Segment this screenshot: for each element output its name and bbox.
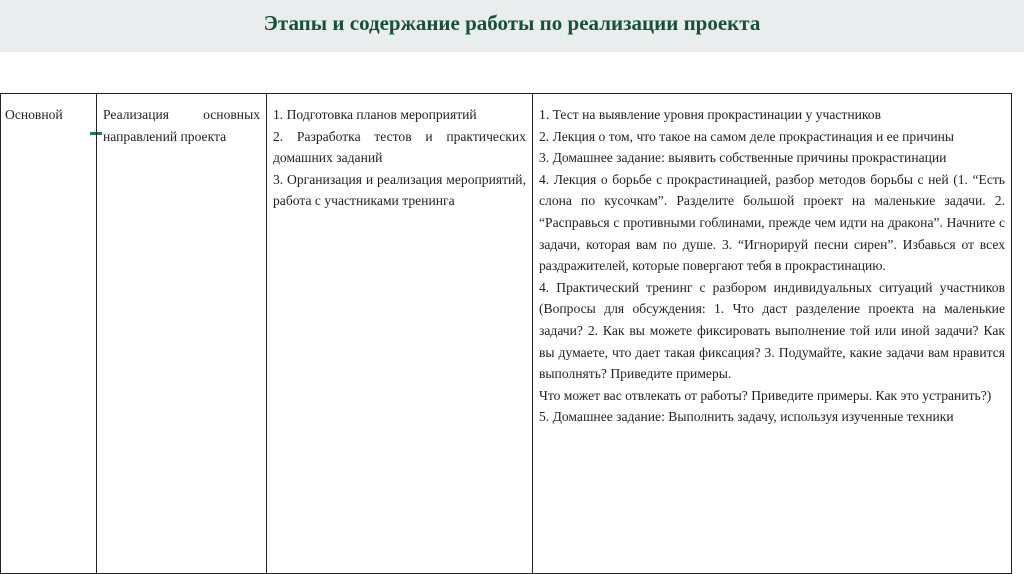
stage-cell: Основной [0,93,97,574]
content-item: 1. Тест на выявление уровня прокрастинац… [539,107,882,122]
project-stages-table: Основной Реализация основных направлений… [0,93,1012,574]
page-title: Этапы и содержание работы по реализации … [263,11,761,35]
content-item: 4. Практический тренинг с разбором индив… [539,279,1005,382]
content-item: 2. Лекция о том, что такое на самом деле… [539,128,955,144]
content-item: 4. Лекция о борьбе с прокрастинацией, ра… [539,171,1005,274]
task-item: 3. Организация и реализация мероприятий,… [273,171,526,209]
goal-text: Реализация основных направлений проекта [103,107,260,144]
content-item: 5. Домашнее задание: Выполнить задачу, и… [539,409,954,425]
tasks-cell: 1. Подготовка планов мероприятий 2. Разр… [266,93,533,574]
content-item: 3. Домашнее задание: выявить собственные… [539,150,947,166]
table-row: Основной Реализация основных направлений… [0,93,1012,574]
content-cell: 1. Тест на выявление уровня прокрастинац… [532,93,1012,574]
task-item: 1. Подготовка планов мероприятий [273,107,477,122]
content-item: Что может вас отвлекать от работы? Приве… [539,387,992,403]
goal-cell: Реализация основных направлений проекта [96,93,267,574]
task-item: 2. Разработка тестов и практических дома… [273,128,526,166]
header-band [0,0,1024,52]
